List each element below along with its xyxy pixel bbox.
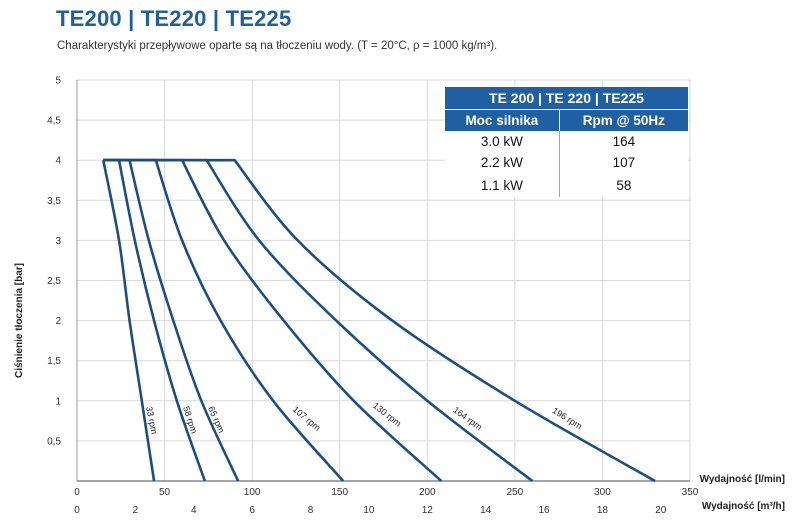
motor-table-title: TE 200 | TE 220 | TE225 bbox=[445, 87, 688, 110]
motor-rpm-cell: 107 bbox=[559, 152, 688, 173]
motor-table: TE 200 | TE 220 | TE225 Moc silnika Rpm … bbox=[445, 87, 688, 197]
y-tick-label: 1,5 bbox=[47, 356, 61, 367]
y-tick-label: 3 bbox=[55, 236, 61, 247]
curve-label: 130 rpm bbox=[371, 400, 403, 428]
y-tick-label: 2 bbox=[55, 316, 61, 327]
curve-line bbox=[103, 158, 656, 483]
motor-rpm-cell: 58 bbox=[559, 173, 688, 197]
curve-line bbox=[103, 158, 207, 482]
motor-power-cell: 3.0 kW bbox=[445, 131, 560, 152]
page-title: TE200 | TE220 | TE225 bbox=[56, 6, 292, 31]
curve-line bbox=[103, 158, 345, 482]
x2-axis-title: Wydajność [m³/h] bbox=[702, 501, 785, 512]
x2-tick-label: 12 bbox=[422, 505, 434, 516]
x2-tick-label: 18 bbox=[597, 505, 609, 516]
motor-power-cell: 2.2 kW bbox=[445, 152, 560, 173]
x2-tick-label: 8 bbox=[308, 505, 314, 516]
x2-tick-label: 6 bbox=[249, 505, 255, 516]
x2-tick-label: 0 bbox=[74, 505, 80, 516]
motor-power-cell: 1.1 kW bbox=[445, 173, 560, 197]
x2-tick-label: 10 bbox=[363, 505, 375, 516]
x-tick-label: 50 bbox=[159, 487, 171, 498]
x-tick-label: 250 bbox=[507, 487, 524, 498]
x-tick-label: 0 bbox=[74, 487, 80, 498]
y-tick-label: 0,5 bbox=[47, 436, 61, 447]
x2-tick-label: 2 bbox=[133, 505, 139, 516]
motor-table-col-rpm: Rpm @ 50Hz bbox=[559, 109, 688, 131]
curve-line bbox=[103, 158, 240, 482]
curve-label: 196 rpm bbox=[551, 405, 584, 431]
x-tick-label: 150 bbox=[331, 487, 348, 498]
curve-line bbox=[103, 158, 443, 482]
y-axis-title: Ciśnienie tłoczenia [bar] bbox=[14, 263, 25, 378]
curve-line bbox=[101, 159, 156, 482]
y-tick-label: 4 bbox=[55, 156, 61, 167]
y-tick-label: 3,5 bbox=[47, 196, 61, 207]
x-tick-label: 100 bbox=[244, 487, 261, 498]
x-tick-label: 350 bbox=[682, 487, 699, 498]
x2-tick-label: 14 bbox=[480, 505, 492, 516]
x2-tick-label: 4 bbox=[191, 505, 197, 516]
curve-line bbox=[103, 158, 534, 483]
y-tick-label: 2,5 bbox=[47, 276, 61, 287]
y-tick-label: 4,5 bbox=[47, 116, 61, 127]
x2-tick-label: 20 bbox=[655, 505, 667, 516]
motor-rpm-cell: 164 bbox=[559, 131, 688, 152]
curve-label: 164 rpm bbox=[451, 405, 484, 433]
x-tick-label: 300 bbox=[594, 487, 611, 498]
x-tick-label: 200 bbox=[419, 487, 436, 498]
page-subtitle: Charakterystyki przepływowe oparte są na… bbox=[57, 40, 498, 52]
y-tick-label: 1 bbox=[55, 396, 61, 407]
x2-tick-label: 16 bbox=[538, 505, 550, 516]
x-axis-title: Wydajność [l/min] bbox=[700, 474, 785, 485]
y-tick-label: 5 bbox=[55, 76, 61, 87]
motor-table-col-power: Moc silnika bbox=[445, 109, 560, 131]
